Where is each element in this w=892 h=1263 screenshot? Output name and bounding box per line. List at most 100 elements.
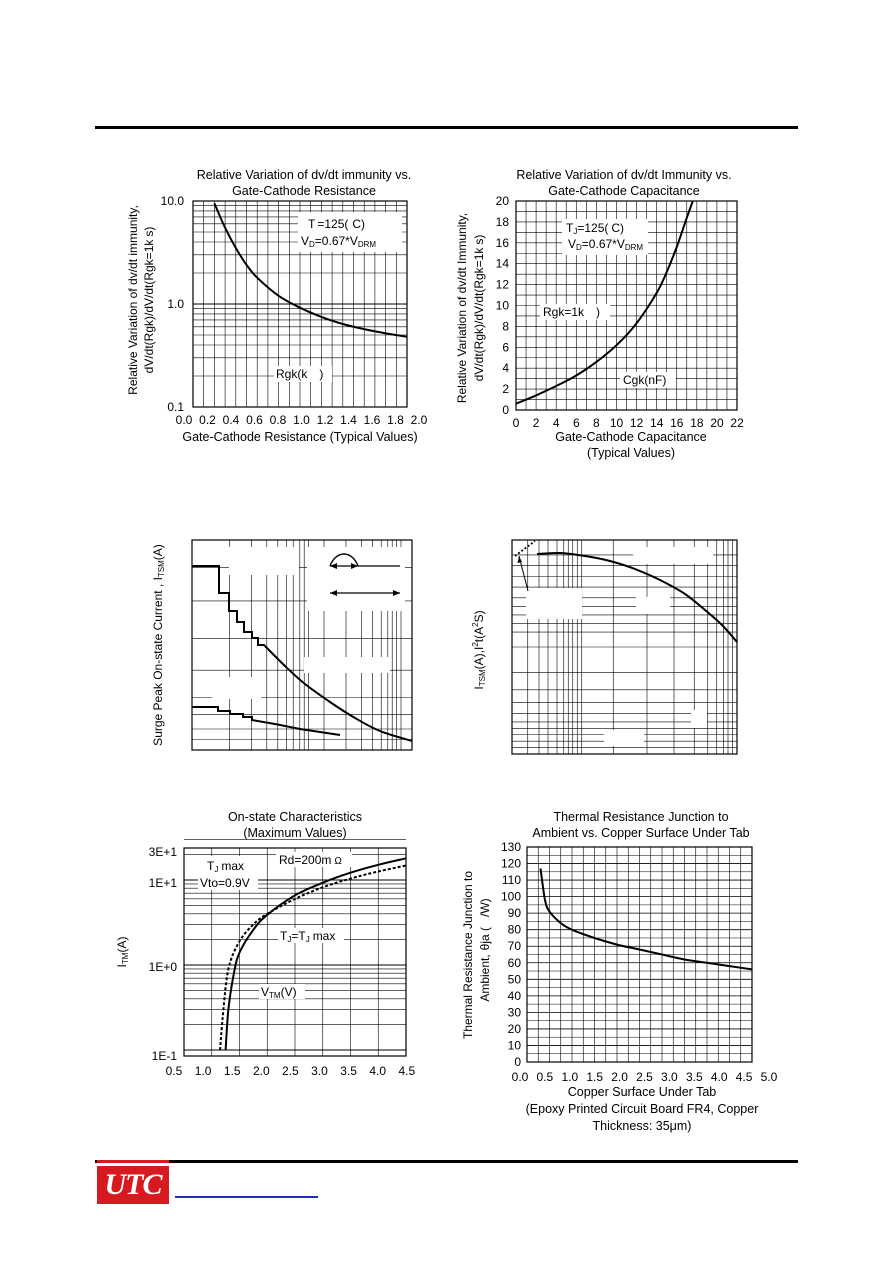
logo-top-bar xyxy=(97,1160,169,1163)
chart2-annotation-tj: TJ=125(C) xyxy=(566,221,624,236)
chart2-ytick-label: 12 xyxy=(496,278,510,292)
chart1-xtick-label: 1.4 xyxy=(340,413,357,427)
chart5-ytick-label: 1E+0 xyxy=(149,960,178,974)
chart5-xtick-label: 3.5 xyxy=(340,1064,357,1078)
chart1-ytick-label: 0.1 xyxy=(167,400,184,414)
chart2-ytick-label: 6 xyxy=(502,340,509,354)
utc-logo: UTC xyxy=(97,1164,169,1206)
chart6-xtick-label: 0.0 xyxy=(512,1070,529,1084)
chart2-title-line1: Relative Variation of dv/dt Immunity vs. xyxy=(516,168,731,182)
chart1-xtick-label: 0.0 xyxy=(176,413,193,427)
chart2-title-line2: Gate-Cathode Capacitance xyxy=(548,184,700,198)
chart2-ytick-label: 20 xyxy=(496,194,510,208)
chart6-xlabel-line1: Copper Surface Under Tab xyxy=(568,1085,717,1099)
chart4-series-line xyxy=(536,551,738,643)
chart6-title-line2: Ambient vs. Copper Surface Under Tab xyxy=(532,826,749,840)
chart3-pulse-icon xyxy=(329,553,359,567)
chart6-ytick-label: 110 xyxy=(502,873,521,887)
chart6-title-line1: Thermal Resistance Junction to xyxy=(553,810,728,824)
chart6-xtick-label: 1.5 xyxy=(586,1070,603,1084)
chart6-xtick-label: 1.0 xyxy=(561,1070,578,1084)
chart1-xtick-label: 0.4 xyxy=(223,413,240,427)
chart1-series-line xyxy=(213,202,408,338)
chart6-ytick-label: 120 xyxy=(501,857,521,871)
chart1-xtick-label: 0.6 xyxy=(246,413,263,427)
chart2-ytick-label: 4 xyxy=(502,361,509,375)
chart6-xlabel-line3: Thickness: 35μm) xyxy=(593,1119,692,1133)
chart6-ytick-label: 80 xyxy=(508,923,522,937)
chart2-annotation-rgk: Rgk=1k) xyxy=(543,305,600,319)
chart2-xtick-label: 4 xyxy=(553,416,560,430)
chart2-xlabel-line1: Gate-Cathode Capacitance xyxy=(555,430,707,444)
chart2-xtick-label: 20 xyxy=(710,416,724,430)
chart2-xtick-label: 6 xyxy=(573,416,580,430)
chart1-xtick-label: 1.0 xyxy=(293,413,310,427)
chart2-series-line xyxy=(515,200,694,405)
chart5-xtick-label: 2.0 xyxy=(253,1064,270,1078)
chart6-ytick-label: 70 xyxy=(508,939,522,953)
chart1-ylabel-line2: dV/dt(Rgk)/dV/dt(Rgk=1ks) xyxy=(142,227,156,374)
chart6-ylabel-line1: Thermal Resistance Junction to xyxy=(461,871,475,1039)
chart5-ytick-label: 1E+1 xyxy=(149,876,178,890)
chart5-annotation-tj-eq: TJ=TJ max xyxy=(280,929,335,944)
chart5-xtick-label: 3.0 xyxy=(311,1064,328,1078)
chart3-series-line-2 xyxy=(192,706,341,736)
footer-rule xyxy=(95,1160,798,1163)
chart1-xtick-label: 1.8 xyxy=(387,413,404,427)
chart6-ylabel-line2: Ambient,θja (/W) xyxy=(478,898,492,1001)
chart2-xtick-label: 8 xyxy=(593,416,600,430)
chart2-annotation-vd: VD=0.67*VDRM xyxy=(568,237,643,252)
chart6-series-line xyxy=(539,868,753,971)
chart5-series-line-max xyxy=(224,857,407,1051)
chart5-annotation-vtm: VTM(V) xyxy=(261,985,297,1000)
chart3-ylabel: Surge Peak On-state Current , ITSM(A) xyxy=(151,544,166,746)
chart6-xtick-label: 5.0 xyxy=(761,1070,778,1084)
chart2-ytick-label: 10 xyxy=(496,299,510,313)
chart6-ytick-label: 10 xyxy=(508,1038,522,1052)
chart5-ylabel: ITM(A) xyxy=(115,937,130,968)
chart6-ytick-label: 20 xyxy=(508,1022,522,1036)
chart6-xtick-label: 4.5 xyxy=(736,1070,753,1084)
header-rule xyxy=(95,126,798,129)
chart2-xtick-label: 12 xyxy=(630,416,644,430)
chart6-xtick-label: 2.5 xyxy=(636,1070,653,1084)
footer-link-underline[interactable] xyxy=(175,1196,318,1198)
chart1-annotation-rgk: Rgk(k) xyxy=(276,367,323,381)
chart2-xtick-label: 22 xyxy=(730,416,744,430)
chart6-ytick-label: 40 xyxy=(508,989,522,1003)
chart5-xtick-label: 1.5 xyxy=(224,1064,241,1078)
chart5-annotation-tjmax: TJ max xyxy=(207,859,244,874)
chart2-xtick-label: 10 xyxy=(610,416,624,430)
chart5-xtick-label: 2.5 xyxy=(282,1064,299,1078)
chart6-ytick-label: 90 xyxy=(508,906,522,920)
chart5-annotation-rd: Rd=200m Ω xyxy=(279,853,342,867)
chart1-xtick-label: 2.0 xyxy=(411,413,428,427)
chart1-annotation-tj: T =125(C) xyxy=(308,217,365,231)
chart5-ytick-label: 1E-1 xyxy=(152,1049,178,1063)
chart6-ytick-label: 130 xyxy=(501,840,521,854)
chart2-xlabel-line2: (Typical Values) xyxy=(587,446,675,460)
chart5-xtick-label: 4.0 xyxy=(369,1064,386,1078)
chart5-xtick-label: 0.5 xyxy=(166,1064,183,1078)
chart6-ytick-label: 60 xyxy=(508,956,522,970)
chart6-xtick-label: 3.5 xyxy=(686,1070,703,1084)
chart6-xtick-label: 4.0 xyxy=(711,1070,728,1084)
chart2-xtick-label: 16 xyxy=(670,416,684,430)
chart1-annotation-vd: VD=0.67*VDRM xyxy=(301,234,376,249)
chart2-xtick-label: 14 xyxy=(650,416,664,430)
chart2-ytick-label: 16 xyxy=(496,236,510,250)
chart6-ytick-label: 100 xyxy=(501,890,521,904)
chart2-xtick-label: 0 xyxy=(513,416,520,430)
chart1-title-line2: Gate-Cathode Resistance xyxy=(232,184,376,198)
chart3-series-line-1 xyxy=(192,565,413,742)
chart6-ytick-label: 50 xyxy=(508,972,522,986)
chart2-ytick-label: 8 xyxy=(502,319,509,333)
chart1-ytick-label: 1.0 xyxy=(167,297,184,311)
chart1-title-line1: Relative Variation of dv/dt immunity vs. xyxy=(197,168,411,182)
